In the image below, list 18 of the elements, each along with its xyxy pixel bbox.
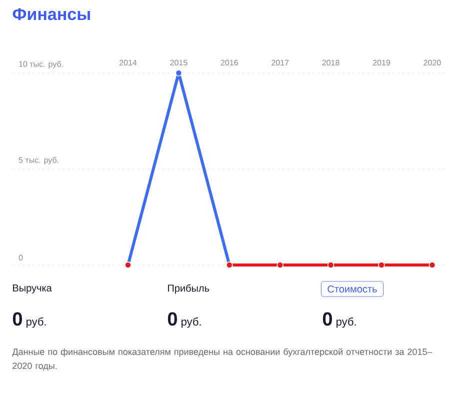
x-tick-label: 2020 <box>424 60 441 66</box>
text: Прибыль <box>168 284 210 294</box>
x-tick-label: 2017 <box>272 60 289 66</box>
y-tick-label: 5 тыс. руб. <box>18 156 58 164</box>
x-tick-label: 2015 <box>170 60 188 66</box>
x-tick-label: 2019 <box>373 60 390 66</box>
text: Выручка <box>13 284 52 294</box>
text: 0 руб. <box>322 312 356 328</box>
y-tick-label: 0 <box>18 254 23 260</box>
text: Стоимость <box>328 285 377 293</box>
chart-title: Финансы <box>12 8 90 20</box>
text: 0 руб. <box>168 312 201 328</box>
x-tick-label: 2016 <box>220 60 238 66</box>
text: Данные по финансовым показателям приведены на основании бухгалтерской отчетности за 2015–2020 годы. <box>12 348 432 371</box>
y-tick-label: 10 тыс. руб. <box>19 60 63 68</box>
text: 0 руб. <box>12 312 46 328</box>
x-tick-label: 2014 <box>120 60 137 66</box>
x-tick-label: 2018 <box>322 60 340 66</box>
